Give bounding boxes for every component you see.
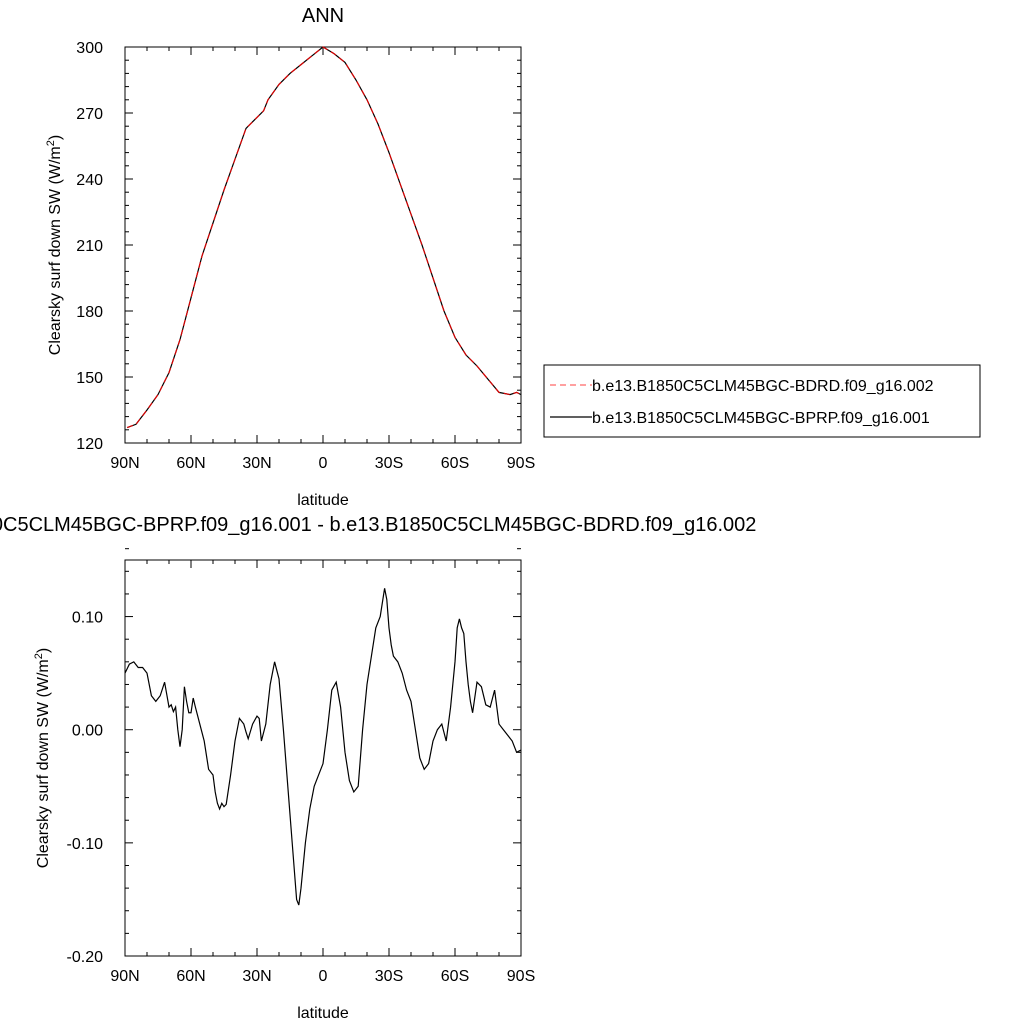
- x-tick-label: 60S: [441, 968, 469, 985]
- x-tick-label: 0: [319, 455, 328, 472]
- x-tick-label: 0: [319, 968, 328, 985]
- y-tick-label: 0.00: [72, 723, 103, 740]
- x-tick-label: 90N: [110, 455, 139, 472]
- legend-box: [543, 364, 981, 438]
- y-axis-label-text: Clearsky surf down SW (W/m: [47, 146, 64, 355]
- y-tick-label: -0.10: [67, 836, 104, 853]
- y-axis-label: Clearsky surf down SW (W/m2): [45, 135, 64, 355]
- y-axis-label-superscript: 2: [45, 140, 57, 146]
- plot-frame: [124, 46, 522, 444]
- legend-entry-0: b.e13.B1850C5CLM45BGC-BDRD.f09_g16.002: [592, 378, 934, 395]
- series-line-1: [126, 46, 522, 429]
- y-tick-label: 240: [76, 172, 103, 189]
- x-tick-label: 30S: [375, 968, 403, 985]
- y-tick-label: 150: [76, 370, 103, 387]
- x-axis-label: latitude: [297, 492, 349, 509]
- chart-title: ANN: [302, 5, 344, 27]
- series-line-0: [124, 588, 522, 906]
- y-axis-label-close: ): [35, 648, 52, 653]
- x-tick-label: 90S: [507, 968, 535, 985]
- y-tick-label: 0.10: [72, 610, 103, 627]
- x-tick-label: 30N: [242, 455, 271, 472]
- x-axis-label: latitude: [297, 1005, 349, 1022]
- x-tick-label: 30S: [375, 455, 403, 472]
- legend-entry-1: b.e13.B1850C5CLM45BGC-BPRP.f09_g16.001: [592, 410, 930, 427]
- y-tick-label: 300: [76, 40, 103, 57]
- legend: b.e13.B1850C5CLM45BGC-BDRD.f09_g16.002 b.…: [543, 364, 981, 438]
- x-tick-label: 30N: [242, 968, 271, 985]
- x-tick-label: 90S: [507, 455, 535, 472]
- y-tick-label: 120: [76, 436, 103, 453]
- x-tick-label: 60N: [176, 455, 205, 472]
- y-tick-label: 270: [76, 106, 103, 123]
- chart-title: b.e13.B1850C5CLM45BGC-BPRP.f09_g16.001 -…: [0, 514, 756, 536]
- x-tick-label: 60N: [176, 968, 205, 985]
- y-axis-label-superscript: 2: [33, 653, 45, 659]
- y-axis-label-close: ): [47, 135, 64, 140]
- y-axis-label-text: Clearsky surf down SW (W/m: [35, 659, 52, 868]
- y-tick-label: 210: [76, 238, 103, 255]
- y-tick-label: -0.20: [67, 949, 104, 966]
- series-line-0: [126, 46, 522, 429]
- plot-frame: [124, 559, 522, 957]
- top-panel: ANN 90N 60N 30N 0 30S 60S 90S 120 150 180 210 240 270…: [45, 5, 535, 509]
- bottom-panel: b.e13.B1850C5CLM45BGC-BPRP.f09_g16.001 -…: [0, 514, 756, 1022]
- y-axis-label: Clearsky surf down SW (W/m2): [33, 648, 52, 868]
- y-tick-label: 180: [76, 304, 103, 321]
- x-tick-label: 90N: [110, 968, 139, 985]
- x-tick-label: 60S: [441, 455, 469, 472]
